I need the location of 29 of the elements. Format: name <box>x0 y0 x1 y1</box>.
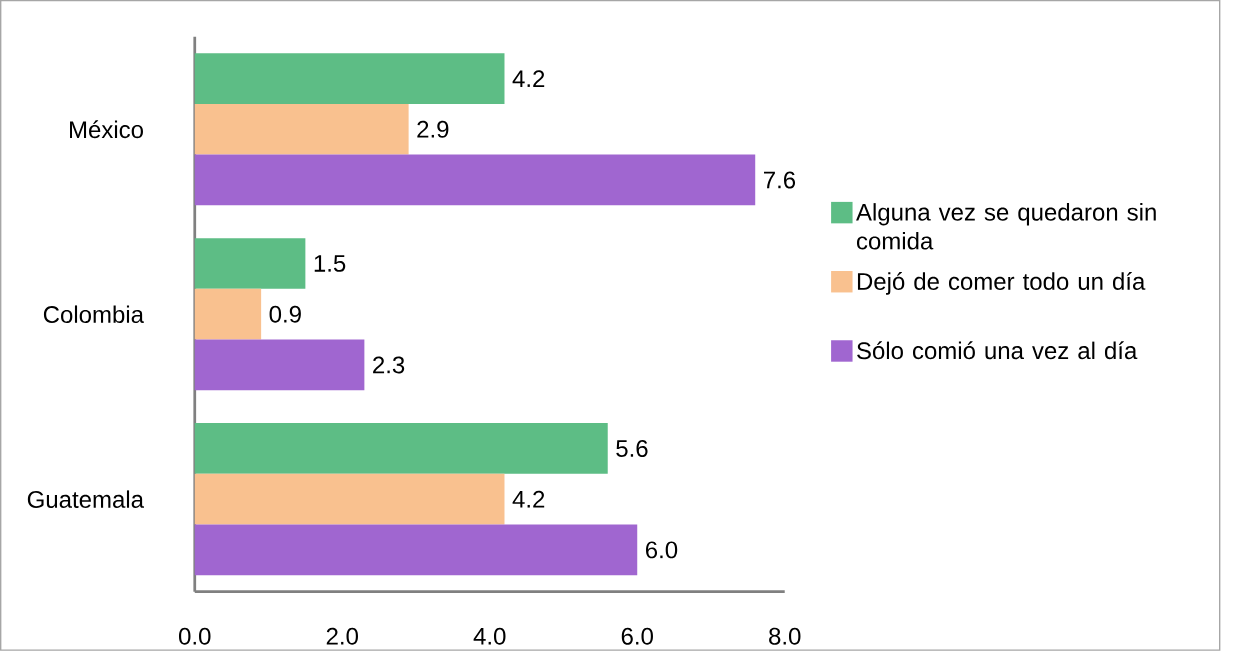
bar <box>194 524 638 576</box>
data-label: 2.9 <box>417 120 449 138</box>
data-label: 6.0 <box>646 541 678 559</box>
bar <box>194 288 262 340</box>
x-tick-label: 0.0 <box>179 627 211 645</box>
bar <box>194 423 608 474</box>
data-label: 2.3 <box>373 356 405 374</box>
y-tick-label: Colombia <box>43 305 144 324</box>
legend-label: Alguna vez se quedaron sin comida <box>856 203 1156 250</box>
data-label: 4.2 <box>512 70 545 88</box>
y-tick-label: Guatemala <box>27 490 144 509</box>
data-label: 1.5 <box>314 255 346 272</box>
legend-label: Sólo comió una vez al día <box>857 341 1138 360</box>
bar <box>194 238 306 289</box>
bar <box>194 339 365 391</box>
data-label: 5.6 <box>616 440 648 458</box>
x-tick-label: 8.0 <box>769 627 801 645</box>
bar <box>194 53 505 105</box>
x-tick-label: 4.0 <box>473 627 506 645</box>
y-tick-label: México <box>70 120 143 139</box>
x-tick-label: 6.0 <box>621 627 653 645</box>
bar <box>194 104 409 155</box>
data-label: 0.9 <box>269 305 301 323</box>
x-tick-label: 2.0 <box>326 627 358 645</box>
bar <box>194 473 505 525</box>
bar <box>194 154 756 206</box>
legend-label: Dejó de comer todo un día <box>857 272 1146 295</box>
data-label: 4.2 <box>512 490 545 508</box>
data-label: 7.6 <box>764 171 796 189</box>
